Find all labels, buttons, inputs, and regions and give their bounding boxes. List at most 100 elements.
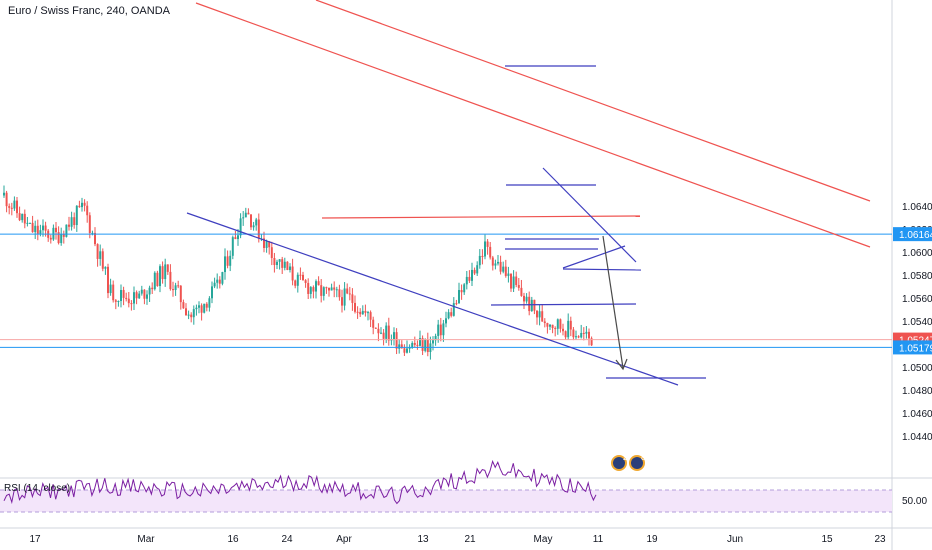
event-count: 8 xyxy=(641,453,646,462)
candle-body xyxy=(8,206,11,208)
candle-body xyxy=(416,344,419,346)
candle-body xyxy=(369,312,372,320)
candle-body xyxy=(458,290,460,304)
candle-body xyxy=(231,237,234,256)
x-tick-label: Apr xyxy=(336,534,352,545)
candle-body xyxy=(117,301,120,303)
price-badge xyxy=(893,340,932,355)
event-count: 2 xyxy=(623,453,628,462)
candle-body xyxy=(497,261,499,264)
candle-body xyxy=(426,339,429,353)
x-tick-label: 23 xyxy=(874,534,886,545)
breakout-line[interactable] xyxy=(562,268,642,271)
price-badge xyxy=(893,227,932,242)
triangle-upper-line[interactable] xyxy=(542,167,637,263)
candle-body xyxy=(320,285,323,296)
candle-body xyxy=(582,332,585,334)
candle-body xyxy=(549,324,551,327)
x-tick-label: 24 xyxy=(281,534,293,545)
candle-body xyxy=(554,328,557,330)
y-tick-label: 1.05800 xyxy=(902,271,932,282)
candle-body xyxy=(411,342,414,348)
candle-body xyxy=(328,287,330,291)
candle-body xyxy=(239,218,242,236)
projection-arrow-shaft[interactable] xyxy=(602,235,624,369)
candle-body xyxy=(465,276,468,285)
rsi-band xyxy=(0,490,892,512)
candle-body xyxy=(153,272,156,290)
candle-body xyxy=(556,319,559,329)
candle-body xyxy=(148,287,151,295)
candle-body xyxy=(442,323,445,336)
candle-body xyxy=(190,314,193,318)
lower-target-line[interactable] xyxy=(490,303,637,306)
candle-body xyxy=(198,305,200,308)
candle-body xyxy=(510,273,512,289)
candle-body xyxy=(315,281,317,292)
x-tick-label: 19 xyxy=(646,534,658,545)
candle-body xyxy=(338,289,341,298)
candle-body xyxy=(419,338,421,346)
candle-body xyxy=(335,289,338,291)
candle-body xyxy=(494,263,497,266)
support-trendline[interactable] xyxy=(186,212,679,386)
candle-body xyxy=(101,251,104,269)
candle-body xyxy=(528,296,531,312)
candle-body xyxy=(351,294,354,303)
candle-body xyxy=(296,274,299,286)
candle-body xyxy=(395,332,398,349)
candle-body xyxy=(31,222,34,233)
candle-body xyxy=(164,264,167,280)
candle-body xyxy=(273,257,276,265)
candle-body xyxy=(562,328,564,332)
candle-body xyxy=(172,289,174,291)
candle-body xyxy=(486,241,489,247)
candle-body xyxy=(551,324,554,329)
candle-body xyxy=(216,279,219,283)
candle-body xyxy=(294,280,297,286)
resistance-line[interactable] xyxy=(321,215,641,219)
candle-body xyxy=(208,298,211,308)
candle-body xyxy=(432,340,434,344)
candle-body xyxy=(333,287,336,290)
candle-body xyxy=(304,280,307,283)
candle-body xyxy=(211,286,213,299)
candle-body xyxy=(146,294,148,299)
y-tick-label: 1.04600 xyxy=(902,409,932,420)
candle-body xyxy=(317,281,320,286)
candle-body xyxy=(286,261,289,270)
triangle-lower-line[interactable] xyxy=(562,245,626,269)
candle-body xyxy=(268,241,271,248)
candle-body xyxy=(452,303,455,316)
candle-body xyxy=(437,324,440,336)
channel-upper-line[interactable] xyxy=(315,0,871,202)
candle-body xyxy=(177,285,180,287)
candle-body xyxy=(5,192,8,207)
candle-body xyxy=(60,234,63,244)
candle-body xyxy=(130,303,133,305)
candle-body xyxy=(112,284,115,301)
candle-body xyxy=(133,292,135,304)
candle-body xyxy=(291,266,294,281)
candle-body xyxy=(226,256,229,266)
candle-body xyxy=(502,266,505,272)
x-tick-label: 16 xyxy=(227,534,239,545)
candle-body xyxy=(489,246,492,258)
candle-body xyxy=(372,319,375,328)
candle-body xyxy=(122,289,125,298)
candle-body xyxy=(559,319,562,329)
candle-body xyxy=(585,331,588,334)
candle-body xyxy=(125,297,128,299)
candle-body xyxy=(73,217,76,226)
y-tick-label: 1.05600 xyxy=(902,294,932,305)
candle-body xyxy=(257,219,260,239)
candle-body xyxy=(484,241,486,257)
candle-body xyxy=(88,215,91,234)
channel-middle-line[interactable] xyxy=(195,2,871,248)
candle-body xyxy=(463,284,466,293)
candle-body xyxy=(179,285,182,303)
candle-body xyxy=(91,232,94,234)
x-tick-label: May xyxy=(534,534,553,545)
candle-body xyxy=(242,217,245,219)
